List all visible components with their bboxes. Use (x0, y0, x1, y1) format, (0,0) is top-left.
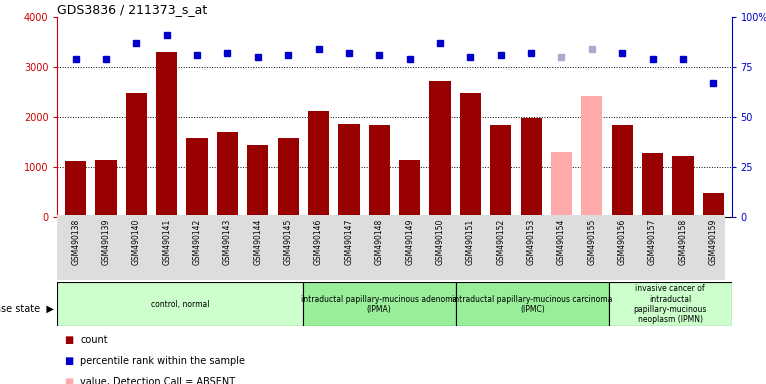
Bar (551, 152, 572, 217)
Text: value, Detection Call = ABSENT: value, Detection Call = ABSENT (80, 377, 236, 384)
Bar (702, 193, 724, 217)
Text: GSM490145: GSM490145 (283, 218, 293, 265)
FancyBboxPatch shape (456, 282, 609, 326)
Bar (277, 137, 299, 217)
Text: GSM490150: GSM490150 (436, 218, 444, 265)
Text: GSM490158: GSM490158 (679, 218, 687, 265)
Text: ■: ■ (64, 356, 74, 366)
Bar (308, 111, 329, 217)
Bar (247, 145, 268, 217)
Bar (642, 152, 663, 217)
Text: GSM490155: GSM490155 (588, 218, 597, 265)
Bar (399, 160, 421, 217)
Bar (611, 124, 633, 217)
Text: GSM490153: GSM490153 (527, 218, 535, 265)
Text: ■: ■ (64, 335, 74, 345)
Text: GSM490148: GSM490148 (375, 218, 384, 265)
Text: intraductal papillary-mucinous adenoma
(IPMA): intraductal papillary-mucinous adenoma (… (301, 295, 457, 314)
Bar (186, 138, 208, 217)
Text: GSM490151: GSM490151 (466, 218, 475, 265)
Bar (368, 124, 390, 217)
FancyBboxPatch shape (609, 282, 732, 326)
Text: GSM490146: GSM490146 (314, 218, 323, 265)
Bar (581, 96, 603, 217)
Text: invasive cancer of
intraductal
papillary-mucinous
neoplasm (IPMN): invasive cancer of intraductal papillary… (633, 284, 707, 324)
Bar (521, 118, 542, 217)
Text: percentile rank within the sample: percentile rank within the sample (80, 356, 245, 366)
Text: GSM490159: GSM490159 (709, 218, 718, 265)
Text: GSM490156: GSM490156 (617, 218, 627, 265)
Text: GSM490143: GSM490143 (223, 218, 232, 265)
Text: count: count (80, 335, 108, 345)
Text: intraductal papillary-mucinous carcinoma
(IPMC): intraductal papillary-mucinous carcinoma… (452, 295, 613, 314)
Bar (96, 160, 116, 217)
Text: disease state  ▶: disease state ▶ (0, 303, 54, 313)
Bar (217, 132, 238, 217)
Bar (65, 161, 87, 217)
FancyBboxPatch shape (57, 215, 725, 280)
Text: GSM490147: GSM490147 (345, 218, 353, 265)
Text: GSM490139: GSM490139 (102, 218, 110, 265)
Text: GSM490152: GSM490152 (496, 218, 506, 265)
Text: GSM490149: GSM490149 (405, 218, 414, 265)
Text: ■: ■ (64, 377, 74, 384)
Text: GSM490141: GSM490141 (162, 218, 172, 265)
Bar (490, 125, 512, 217)
Bar (156, 52, 178, 217)
Bar (673, 156, 693, 217)
Text: GSM490144: GSM490144 (254, 218, 262, 265)
Text: GSM490142: GSM490142 (192, 218, 201, 265)
Text: GSM490138: GSM490138 (71, 218, 80, 265)
FancyBboxPatch shape (57, 282, 303, 326)
Bar (430, 81, 450, 217)
Text: GSM490157: GSM490157 (648, 218, 657, 265)
FancyBboxPatch shape (303, 282, 456, 326)
Bar (126, 93, 147, 217)
Text: control, normal: control, normal (151, 300, 209, 309)
Bar (339, 124, 359, 217)
Text: GSM490140: GSM490140 (132, 218, 141, 265)
Text: GDS3836 / 211373_s_at: GDS3836 / 211373_s_at (57, 3, 208, 16)
Text: GSM490154: GSM490154 (557, 218, 566, 265)
Bar (460, 93, 481, 217)
